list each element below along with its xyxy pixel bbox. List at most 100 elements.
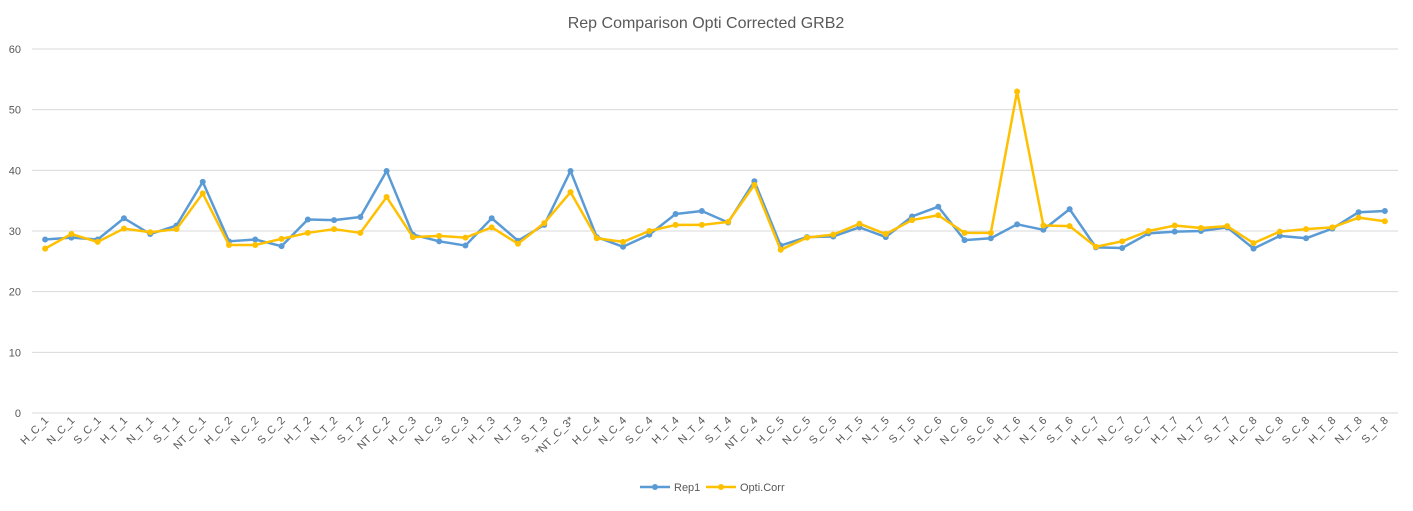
data-point <box>462 234 469 241</box>
data-point <box>331 226 338 233</box>
y-tick-label: 30 <box>9 226 21 238</box>
data-point <box>252 241 259 248</box>
x-tick-label: H_C_8 <box>1227 415 1260 448</box>
x-tick-label: S_C_1 <box>72 415 104 447</box>
data-point <box>1303 226 1310 233</box>
x-tick-label: H_C_7 <box>1069 415 1102 448</box>
data-point <box>1197 224 1204 231</box>
data-point <box>94 238 101 245</box>
y-axis-ticks: 0 10 20 30 40 50 60 <box>9 44 21 420</box>
data-point <box>357 229 364 236</box>
x-tick-label: N_T_6 <box>1018 415 1050 447</box>
data-point <box>698 207 705 214</box>
data-point <box>147 229 154 236</box>
x-tick-label: N_C_3 <box>413 415 446 448</box>
series-line <box>44 90 1386 252</box>
x-tick-label: N_T_5 <box>860 415 892 447</box>
legend-item: Opti.Corr <box>706 482 785 494</box>
data-point <box>1066 206 1073 213</box>
x-tick-label: N_C_2 <box>229 415 262 448</box>
legend-swatch-marker <box>718 484 724 490</box>
data-point <box>567 189 574 196</box>
x-tick-label: H_T_8 <box>1307 415 1339 447</box>
data-point <box>961 229 968 236</box>
data-point <box>1171 228 1178 235</box>
data-point <box>1145 228 1152 234</box>
data-point <box>120 225 127 232</box>
data-point <box>672 221 679 228</box>
x-tick-label: H_C_4 <box>570 415 603 448</box>
data-point <box>1276 232 1283 239</box>
data-point <box>278 243 285 250</box>
y-tick-label: 20 <box>9 287 21 299</box>
data-point <box>42 236 49 243</box>
x-tick-label: H_T_3 <box>466 415 498 447</box>
series-line <box>45 169 1385 250</box>
x-tick-label: S_C_6 <box>965 415 997 447</box>
x-tick-label: N_C_4 <box>596 415 629 448</box>
legend-label: Opti.Corr <box>740 482 785 494</box>
y-tick-label: 10 <box>9 347 21 359</box>
gridlines <box>32 48 1398 414</box>
data-point <box>1276 228 1283 235</box>
data-point <box>514 240 521 247</box>
data-point <box>436 232 443 239</box>
data-point <box>777 246 784 253</box>
data-point <box>987 235 994 242</box>
data-point <box>278 235 285 242</box>
y-tick-label: 40 <box>9 165 21 177</box>
data-point <box>304 216 311 223</box>
x-tick-label: S_C_5 <box>807 415 839 447</box>
data-point <box>226 241 233 248</box>
data-point <box>252 236 259 243</box>
data-point <box>882 231 889 238</box>
data-point <box>1014 221 1021 228</box>
x-tick-label: N_C_7 <box>1096 415 1129 448</box>
data-point <box>830 231 837 238</box>
legend-item: Rep1 <box>640 482 700 494</box>
data-point <box>1092 243 1099 250</box>
data-point <box>1119 238 1126 245</box>
x-tick-label: S_C_4 <box>623 415 655 447</box>
data-point <box>1119 244 1126 251</box>
data-point <box>1171 222 1178 229</box>
data-point <box>488 215 495 222</box>
data-point <box>725 218 732 225</box>
x-tick-label: N_C_8 <box>1253 415 1286 448</box>
x-axis-ticks: H_C_1N_C_1S_C_1H_T_1N_T_1S_T_1NT_C_1H_C_… <box>19 414 1391 458</box>
data-point <box>698 221 705 228</box>
x-tick-label: H_C_3 <box>386 415 419 448</box>
data-point <box>436 238 443 245</box>
data-point <box>541 220 548 227</box>
x-tick-label: H_C_1 <box>19 415 52 448</box>
data-point <box>42 245 49 252</box>
data-point <box>620 243 627 250</box>
x-tick-label: H_C_2 <box>202 415 235 448</box>
data-point <box>488 224 495 231</box>
data-point <box>1250 240 1257 247</box>
x-tick-label: S_T_8 <box>1360 415 1391 446</box>
data-point <box>1250 245 1257 252</box>
data-point <box>987 229 994 236</box>
data-point <box>1224 223 1231 230</box>
x-tick-label: N_C_5 <box>780 415 813 448</box>
legend-label: Rep1 <box>674 482 700 494</box>
data-point <box>1066 223 1073 230</box>
x-tick-label: N_T_1 <box>124 415 156 447</box>
y-tick-label: 0 <box>15 408 21 420</box>
data-point <box>1355 209 1362 216</box>
x-tick-label: H_T_4 <box>650 415 682 447</box>
series-Rep1 <box>42 167 1388 252</box>
data-point <box>672 211 679 218</box>
x-tick-label: S_C_2 <box>255 415 287 447</box>
x-tick-label: N_T_8 <box>1333 415 1365 447</box>
legend-swatch-marker <box>652 484 658 490</box>
x-tick-label: H_T_2 <box>282 415 314 447</box>
legend: Rep1 Opti.Corr <box>640 482 785 494</box>
data-point <box>909 217 916 224</box>
data-point <box>935 212 942 219</box>
data-point <box>383 194 390 201</box>
data-point <box>120 215 127 222</box>
